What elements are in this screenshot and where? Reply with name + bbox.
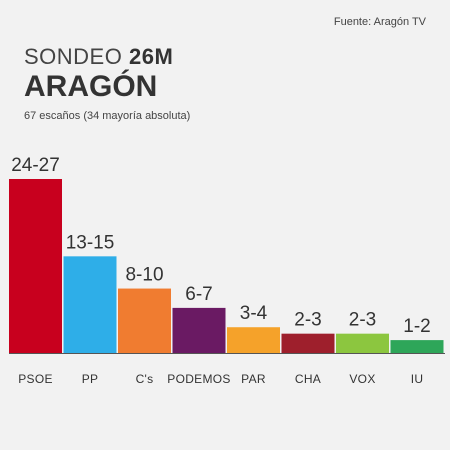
title-prefix: SONDEO [24, 44, 123, 69]
bar-psoe [9, 179, 62, 353]
value-label: 24-27 [11, 155, 60, 176]
category-label: IU [411, 372, 424, 386]
value-label: 2-3 [294, 310, 321, 331]
bar-pp [63, 256, 117, 353]
bar-iu [390, 340, 444, 353]
category-label: VOX [349, 372, 375, 386]
source-label: Fuente: Aragón TV [333, 16, 426, 28]
bar-par [227, 327, 280, 353]
category-label: C's [136, 372, 154, 386]
category-label: CHA [295, 372, 321, 386]
category-label: PSOE [18, 372, 53, 386]
value-label: 13-15 [66, 232, 115, 253]
category-label: PAR [241, 372, 266, 386]
chart-title: SONDEO 26M [24, 44, 190, 70]
value-label: 3-4 [240, 303, 268, 324]
bar-cha [281, 333, 335, 353]
category-label: PODEMOS [167, 372, 230, 386]
value-label: 6-7 [185, 284, 212, 305]
chart-header: SONDEO 26M ARAGÓN 67 escaños (34 mayoría… [24, 44, 190, 122]
region-title: ARAGÓN [24, 70, 158, 103]
category-label: PP [82, 372, 99, 386]
bar-vox [336, 333, 389, 353]
value-label: 2-3 [349, 310, 376, 331]
value-label: 1-2 [403, 316, 430, 337]
bar-cs [118, 288, 171, 353]
value-label: 8-10 [125, 265, 163, 286]
chart-subtitle: 67 escaños (34 mayoría absoluta) [24, 110, 191, 122]
bar-podemos [172, 307, 226, 353]
title-emphasis: 26M [128, 44, 174, 69]
